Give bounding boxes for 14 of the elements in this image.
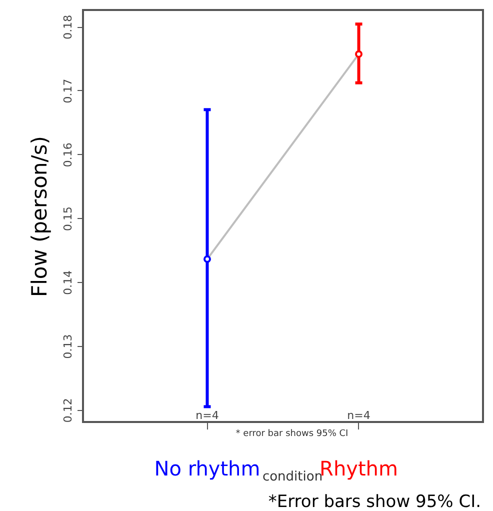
y-tick-label: 0.13: [62, 334, 74, 359]
y-tick-label: 0.15: [62, 206, 74, 231]
y-tick-label: 0.17: [62, 78, 74, 104]
x-axis-title: condition: [262, 470, 323, 484]
y-axis-title: Flow (person/s): [28, 136, 52, 297]
annotation: n=4: [196, 409, 219, 422]
y-tick-label: 0.12: [62, 398, 74, 423]
text: *Error bars show 95% CI.: [268, 492, 481, 511]
annotation: n=4: [347, 409, 370, 422]
y-tick-label: 0.18: [62, 14, 74, 40]
y-tick-label: 0.14: [62, 270, 74, 295]
y-tick-label: 0.16: [62, 142, 74, 168]
text: * error bar shows 95% CI: [236, 429, 348, 439]
x-tick-label: No rhythm: [154, 456, 260, 480]
